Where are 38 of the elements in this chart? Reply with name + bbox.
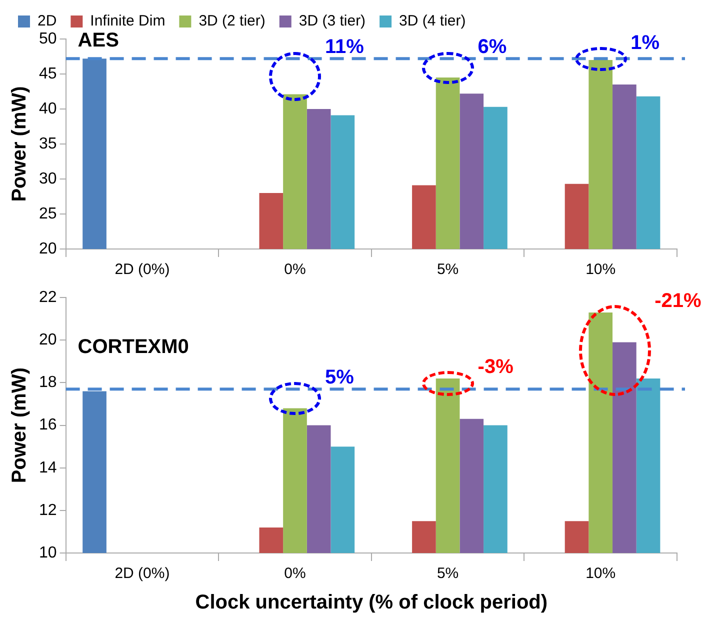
y-axis-title: Power (mW): [8, 368, 31, 484]
y-tick-label: 35: [39, 135, 57, 152]
y-tick-label: 16: [39, 416, 57, 434]
y-tick-label: 50: [39, 30, 57, 48]
x-tick-label: 2D (0%): [114, 261, 170, 278]
annotation: 5%: [325, 366, 354, 389]
annotation: 1%: [630, 32, 660, 54]
x-tick-label: 5%: [436, 261, 459, 278]
y-tick-label: 40: [39, 100, 57, 118]
y-tick-label: 14: [39, 459, 57, 476]
chart-title: AES: [78, 30, 119, 52]
annotation: -3%: [478, 356, 514, 378]
legend-label: 3D (2 tier): [198, 12, 266, 30]
annotation: 11%: [325, 36, 364, 58]
text: CORTEXM0: [78, 336, 189, 358]
x-tick-label: 0%: [284, 565, 306, 582]
x-tick-label: 10%: [586, 261, 616, 278]
y-axis-title: Power (mW): [8, 86, 31, 202]
legend-label: 3D (3 tier): [298, 12, 366, 30]
x-tick-label: 2D (0%): [114, 565, 170, 582]
y-tick-label: 25: [39, 205, 57, 222]
y-tick-label: 20: [39, 332, 57, 349]
y-tick-label: 22: [39, 289, 57, 306]
y-tick-label: 45: [39, 65, 57, 82]
x-tick-label: 10%: [586, 565, 616, 582]
legend-label: Infinite Dim: [90, 12, 166, 30]
y-tick-label: 10: [39, 544, 57, 562]
y-tick-label: 20: [39, 240, 57, 258]
y-tick-label: 30: [39, 170, 57, 188]
y-tick-label: 12: [39, 502, 57, 519]
legend-label: 3D (4 tier): [399, 12, 466, 30]
x-tick-label: 0%: [284, 261, 306, 278]
annotation: 6%: [478, 36, 507, 58]
legend-label: 2D: [38, 12, 57, 30]
x-tick-label: 5%: [436, 565, 459, 582]
annotation: -21%: [654, 290, 702, 312]
y-tick-label: 18: [39, 374, 57, 392]
x-axis-title: Clock uncertainty (% of clock period): [195, 592, 548, 614]
